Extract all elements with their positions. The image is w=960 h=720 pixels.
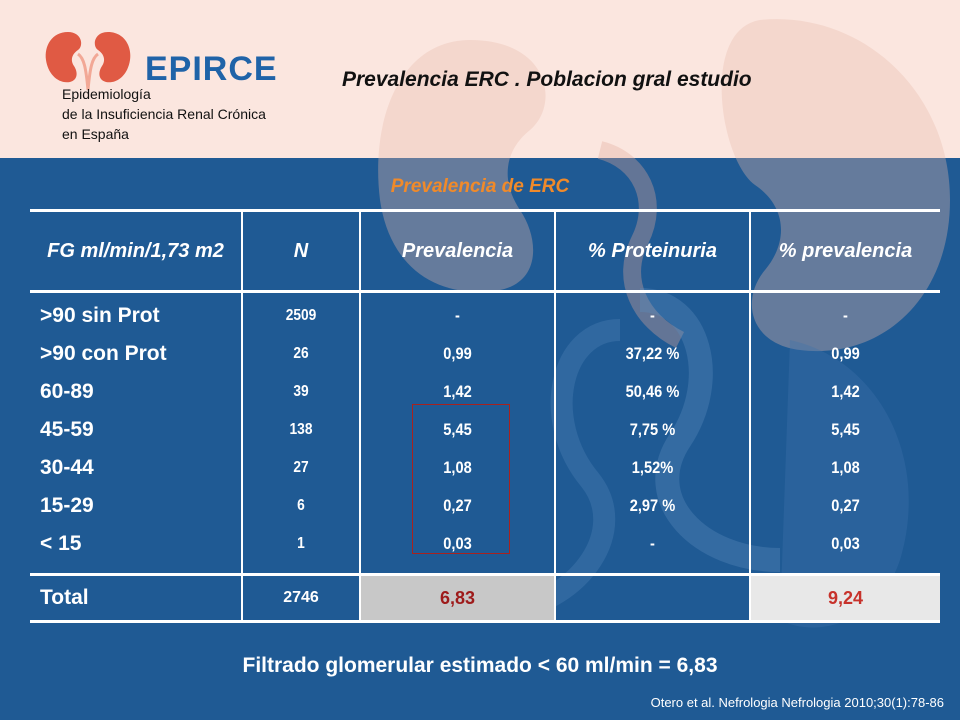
cell-value: 1,42 bbox=[443, 382, 472, 401]
cell-n: 27 bbox=[243, 449, 359, 487]
cell-pct-prevalencia: 5,45 bbox=[751, 411, 940, 449]
cell-value: - bbox=[650, 534, 655, 553]
cell-value: - bbox=[650, 306, 655, 325]
cell-value: 0,03 bbox=[443, 534, 472, 553]
fg-column: >90 sin Prot >90 con Prot 60-89 45-59 30-44 1… bbox=[30, 292, 242, 575]
cell-value: 26 bbox=[293, 345, 309, 362]
cell-value: 50,46 % bbox=[625, 382, 680, 401]
logo-line: Epidemiología bbox=[62, 86, 151, 102]
header-fg: FG ml/min/1,73 m2 bbox=[30, 209, 242, 293]
cell-value: 1,42 bbox=[831, 382, 860, 401]
table-body-row: >90 sin Prot >90 con Prot 60-89 45-59 30-44 1… bbox=[30, 291, 940, 575]
cell-value: 27 bbox=[293, 459, 309, 476]
cell-fg: 45-59 bbox=[40, 418, 94, 441]
cell-prevalencia: 0,99 bbox=[361, 335, 554, 373]
cell-n: 26 bbox=[243, 335, 359, 373]
cell-value: 0,27 bbox=[443, 496, 472, 515]
cell-prevalencia: - bbox=[361, 297, 554, 335]
cell-value: 0,99 bbox=[831, 344, 860, 363]
header-pct-prevalencia: % prevalencia bbox=[749, 209, 940, 293]
cell-proteinuria: - bbox=[556, 297, 749, 335]
prevalencia-column: - 0,99 1,42 5,45 1,08 0,27 0,03 bbox=[359, 291, 555, 575]
cell-proteinuria: 37,22 % bbox=[556, 335, 749, 373]
cell-proteinuria: 7,75 % bbox=[556, 411, 749, 449]
cell-fg: < 15 bbox=[40, 532, 82, 555]
cell-value: 5,45 bbox=[831, 420, 860, 439]
epirce-logo: EPIRCE Epidemiología de la Insuficiencia… bbox=[40, 22, 320, 152]
total-pct-prevalencia: 9,24 bbox=[749, 573, 940, 623]
prevalence-table: FG ml/min/1,73 m2 N Prevalencia % Protei… bbox=[30, 209, 940, 623]
cell-value: 2,97 % bbox=[629, 496, 676, 515]
cell-value: - bbox=[843, 306, 848, 325]
proteinuria-column: - 37,22 % 50,46 % 7,75 % 1,52% 2,97 % - bbox=[554, 291, 750, 575]
cell-prevalencia: 5,45 bbox=[361, 411, 554, 449]
logo-brand: EPIRCE bbox=[145, 50, 278, 88]
cell-value: 2509 bbox=[285, 307, 317, 324]
footer-note: Filtrado glomerular estimado < 60 ml/min… bbox=[242, 654, 718, 677]
header-proteinuria: % Proteinuria bbox=[554, 209, 750, 293]
cell-value: 0,03 bbox=[831, 534, 860, 553]
cell-value: 37,22 % bbox=[625, 344, 680, 363]
total-prevalencia: 6,83 bbox=[359, 573, 555, 623]
cell-value: 39 bbox=[293, 383, 309, 400]
cell-n: 1 bbox=[243, 525, 359, 563]
slide-title: Prevalencia ERC . Poblacion gral estudio bbox=[342, 68, 752, 91]
logo-line: en España bbox=[62, 126, 129, 142]
table-total-row: Total 2746 6,83 9,24 bbox=[30, 573, 940, 623]
cell-n: 138 bbox=[243, 411, 359, 449]
cell-value: 1,08 bbox=[443, 458, 472, 477]
cell-value: 5,45 bbox=[443, 420, 472, 439]
cell-value: 1,52% bbox=[631, 458, 674, 477]
cell-value: 1,08 bbox=[831, 458, 860, 477]
total-proteinuria bbox=[554, 573, 750, 623]
cell-value: 1 bbox=[297, 535, 305, 552]
cell-fg: 15-29 bbox=[40, 494, 94, 517]
cell-proteinuria: - bbox=[556, 525, 749, 563]
cell-prevalencia: 1,08 bbox=[361, 449, 554, 487]
cell-pct-prevalencia: 0,99 bbox=[751, 335, 940, 373]
cell-pct-prevalencia: 0,03 bbox=[751, 525, 940, 563]
cell-value: 6 bbox=[297, 497, 305, 514]
citation: Otero et al. Nefrologia Nefrologia 2010;… bbox=[650, 695, 944, 710]
cell-value: 138 bbox=[289, 421, 313, 438]
cell-pct-prevalencia: 0,27 bbox=[751, 487, 940, 525]
cell-value: 0,99 bbox=[443, 344, 472, 363]
cell-prevalencia: 0,03 bbox=[361, 525, 554, 563]
cell-prevalencia: 1,42 bbox=[361, 373, 554, 411]
total-n: 2746 bbox=[241, 573, 360, 623]
header-n: N bbox=[241, 209, 360, 293]
kidneys-icon bbox=[45, 32, 131, 91]
cell-n: 2509 bbox=[243, 297, 359, 335]
cell-fg: >90 sin Prot bbox=[40, 304, 160, 327]
logo-line: de la Insuficiencia Renal Crónica bbox=[62, 106, 266, 122]
cell-value: - bbox=[455, 306, 460, 325]
header-band bbox=[0, 0, 960, 158]
total-label: Total bbox=[30, 573, 242, 623]
cell-prevalencia: 0,27 bbox=[361, 487, 554, 525]
n-column: 2509 26 39 138 27 6 1 bbox=[241, 291, 360, 575]
cell-pct-prevalencia: - bbox=[751, 297, 940, 335]
cell-proteinuria: 1,52% bbox=[556, 449, 749, 487]
cell-pct-prevalencia: 1,08 bbox=[751, 449, 940, 487]
cell-proteinuria: 50,46 % bbox=[556, 373, 749, 411]
cell-value: 7,75 % bbox=[629, 420, 676, 439]
cell-pct-prevalencia: 1,42 bbox=[751, 373, 940, 411]
table-header-row: FG ml/min/1,73 m2 N Prevalencia % Protei… bbox=[30, 209, 940, 293]
table-caption: Prevalencia de ERC bbox=[390, 176, 570, 197]
cell-fg: 60-89 bbox=[40, 380, 94, 403]
cell-n: 39 bbox=[243, 373, 359, 411]
cell-proteinuria: 2,97 % bbox=[556, 487, 749, 525]
logo-subtitle: Epidemiología de la Insuficiencia Renal … bbox=[62, 84, 266, 144]
header-prevalencia: Prevalencia bbox=[359, 209, 555, 293]
cell-fg: >90 con Prot bbox=[40, 342, 167, 365]
cell-value: 0,27 bbox=[831, 496, 860, 515]
pct-prevalencia-column: - 0,99 1,42 5,45 1,08 0,27 0,03 bbox=[749, 291, 940, 575]
cell-fg: 30-44 bbox=[40, 456, 94, 479]
cell-n: 6 bbox=[243, 487, 359, 525]
